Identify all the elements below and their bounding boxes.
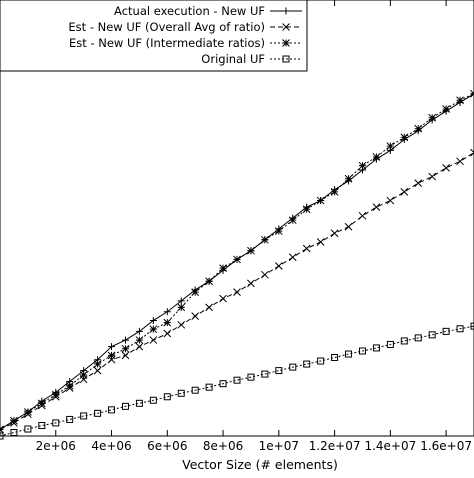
data-point xyxy=(429,173,436,180)
data-point xyxy=(387,197,394,204)
data-point xyxy=(122,337,129,344)
data-point xyxy=(317,197,324,204)
data-point xyxy=(164,319,171,326)
data-point xyxy=(471,149,474,156)
x-axis-title: Vector Size (# elements) xyxy=(182,457,338,472)
data-point xyxy=(289,217,296,224)
series-layer xyxy=(0,90,474,439)
data-point xyxy=(94,367,101,374)
data-point xyxy=(178,321,185,328)
data-point xyxy=(136,337,143,344)
legend-label: Original UF xyxy=(201,52,265,66)
data-point xyxy=(220,295,227,302)
data-point xyxy=(415,125,422,132)
data-point xyxy=(52,391,59,398)
x-tick-label: 2e+06 xyxy=(36,439,76,453)
data-point xyxy=(359,212,366,219)
data-point xyxy=(331,230,338,237)
data-point xyxy=(261,236,268,243)
data-point xyxy=(67,416,73,422)
data-point xyxy=(38,400,45,407)
data-point xyxy=(261,271,268,278)
legend-label: Est - New UF (Overall Avg of ratio) xyxy=(68,20,265,34)
data-point xyxy=(66,382,73,389)
data-point xyxy=(303,245,310,252)
data-point xyxy=(345,175,352,182)
legend: Actual execution - New UF Est - New UF (O… xyxy=(0,0,307,71)
data-point xyxy=(136,343,143,350)
data-point xyxy=(108,352,115,359)
data-point xyxy=(303,206,310,213)
data-point xyxy=(401,134,408,141)
data-point xyxy=(415,180,422,187)
data-point xyxy=(247,280,254,287)
data-point xyxy=(178,304,185,311)
data-point xyxy=(24,409,31,416)
data-point xyxy=(373,204,380,211)
data-point xyxy=(80,371,87,378)
data-point xyxy=(234,289,241,296)
data-point xyxy=(345,223,352,230)
data-point xyxy=(234,256,241,263)
data-point xyxy=(275,262,282,269)
legend-marker xyxy=(283,40,290,47)
data-point xyxy=(192,313,199,320)
data-point xyxy=(429,114,436,121)
x-tick-label: 8e+06 xyxy=(203,439,243,453)
data-point xyxy=(443,164,450,171)
data-point xyxy=(164,394,170,400)
data-point xyxy=(10,417,17,424)
data-point xyxy=(11,430,17,436)
data-point xyxy=(331,188,338,195)
data-point xyxy=(247,247,254,254)
data-point xyxy=(206,278,213,285)
data-point xyxy=(275,228,282,235)
x-tick-label: 6e+06 xyxy=(147,439,187,453)
data-point xyxy=(109,407,115,413)
x-tick-label: 1.6e+07 xyxy=(420,439,472,453)
data-point xyxy=(457,97,464,104)
data-point xyxy=(206,304,213,311)
data-point xyxy=(289,254,296,261)
data-point xyxy=(317,238,324,245)
legend-label: Actual execution - New UF xyxy=(114,4,265,18)
data-point xyxy=(359,162,366,169)
data-point xyxy=(387,143,394,150)
data-point xyxy=(150,337,157,344)
data-point xyxy=(122,352,129,359)
data-point xyxy=(401,188,408,195)
x-tick-label: 1e+07 xyxy=(259,439,299,453)
data-point xyxy=(332,355,338,361)
data-point xyxy=(94,361,101,368)
legend-label: Est - New UF (Intermediate ratios) xyxy=(69,36,265,50)
series-2 xyxy=(0,149,474,433)
x-tick-label: 1.4e+07 xyxy=(364,439,416,453)
data-point xyxy=(220,265,227,272)
data-point xyxy=(0,426,4,433)
data-point xyxy=(150,326,157,333)
x-tick-label: 4e+06 xyxy=(91,439,131,453)
data-point xyxy=(276,368,282,374)
data-point xyxy=(443,106,450,113)
data-point xyxy=(373,153,380,160)
data-point xyxy=(164,330,171,337)
x-tick-label: 1.2e+07 xyxy=(309,439,361,453)
data-point xyxy=(457,158,464,165)
data-point xyxy=(471,90,474,97)
data-point xyxy=(192,289,199,296)
data-point xyxy=(122,345,129,352)
